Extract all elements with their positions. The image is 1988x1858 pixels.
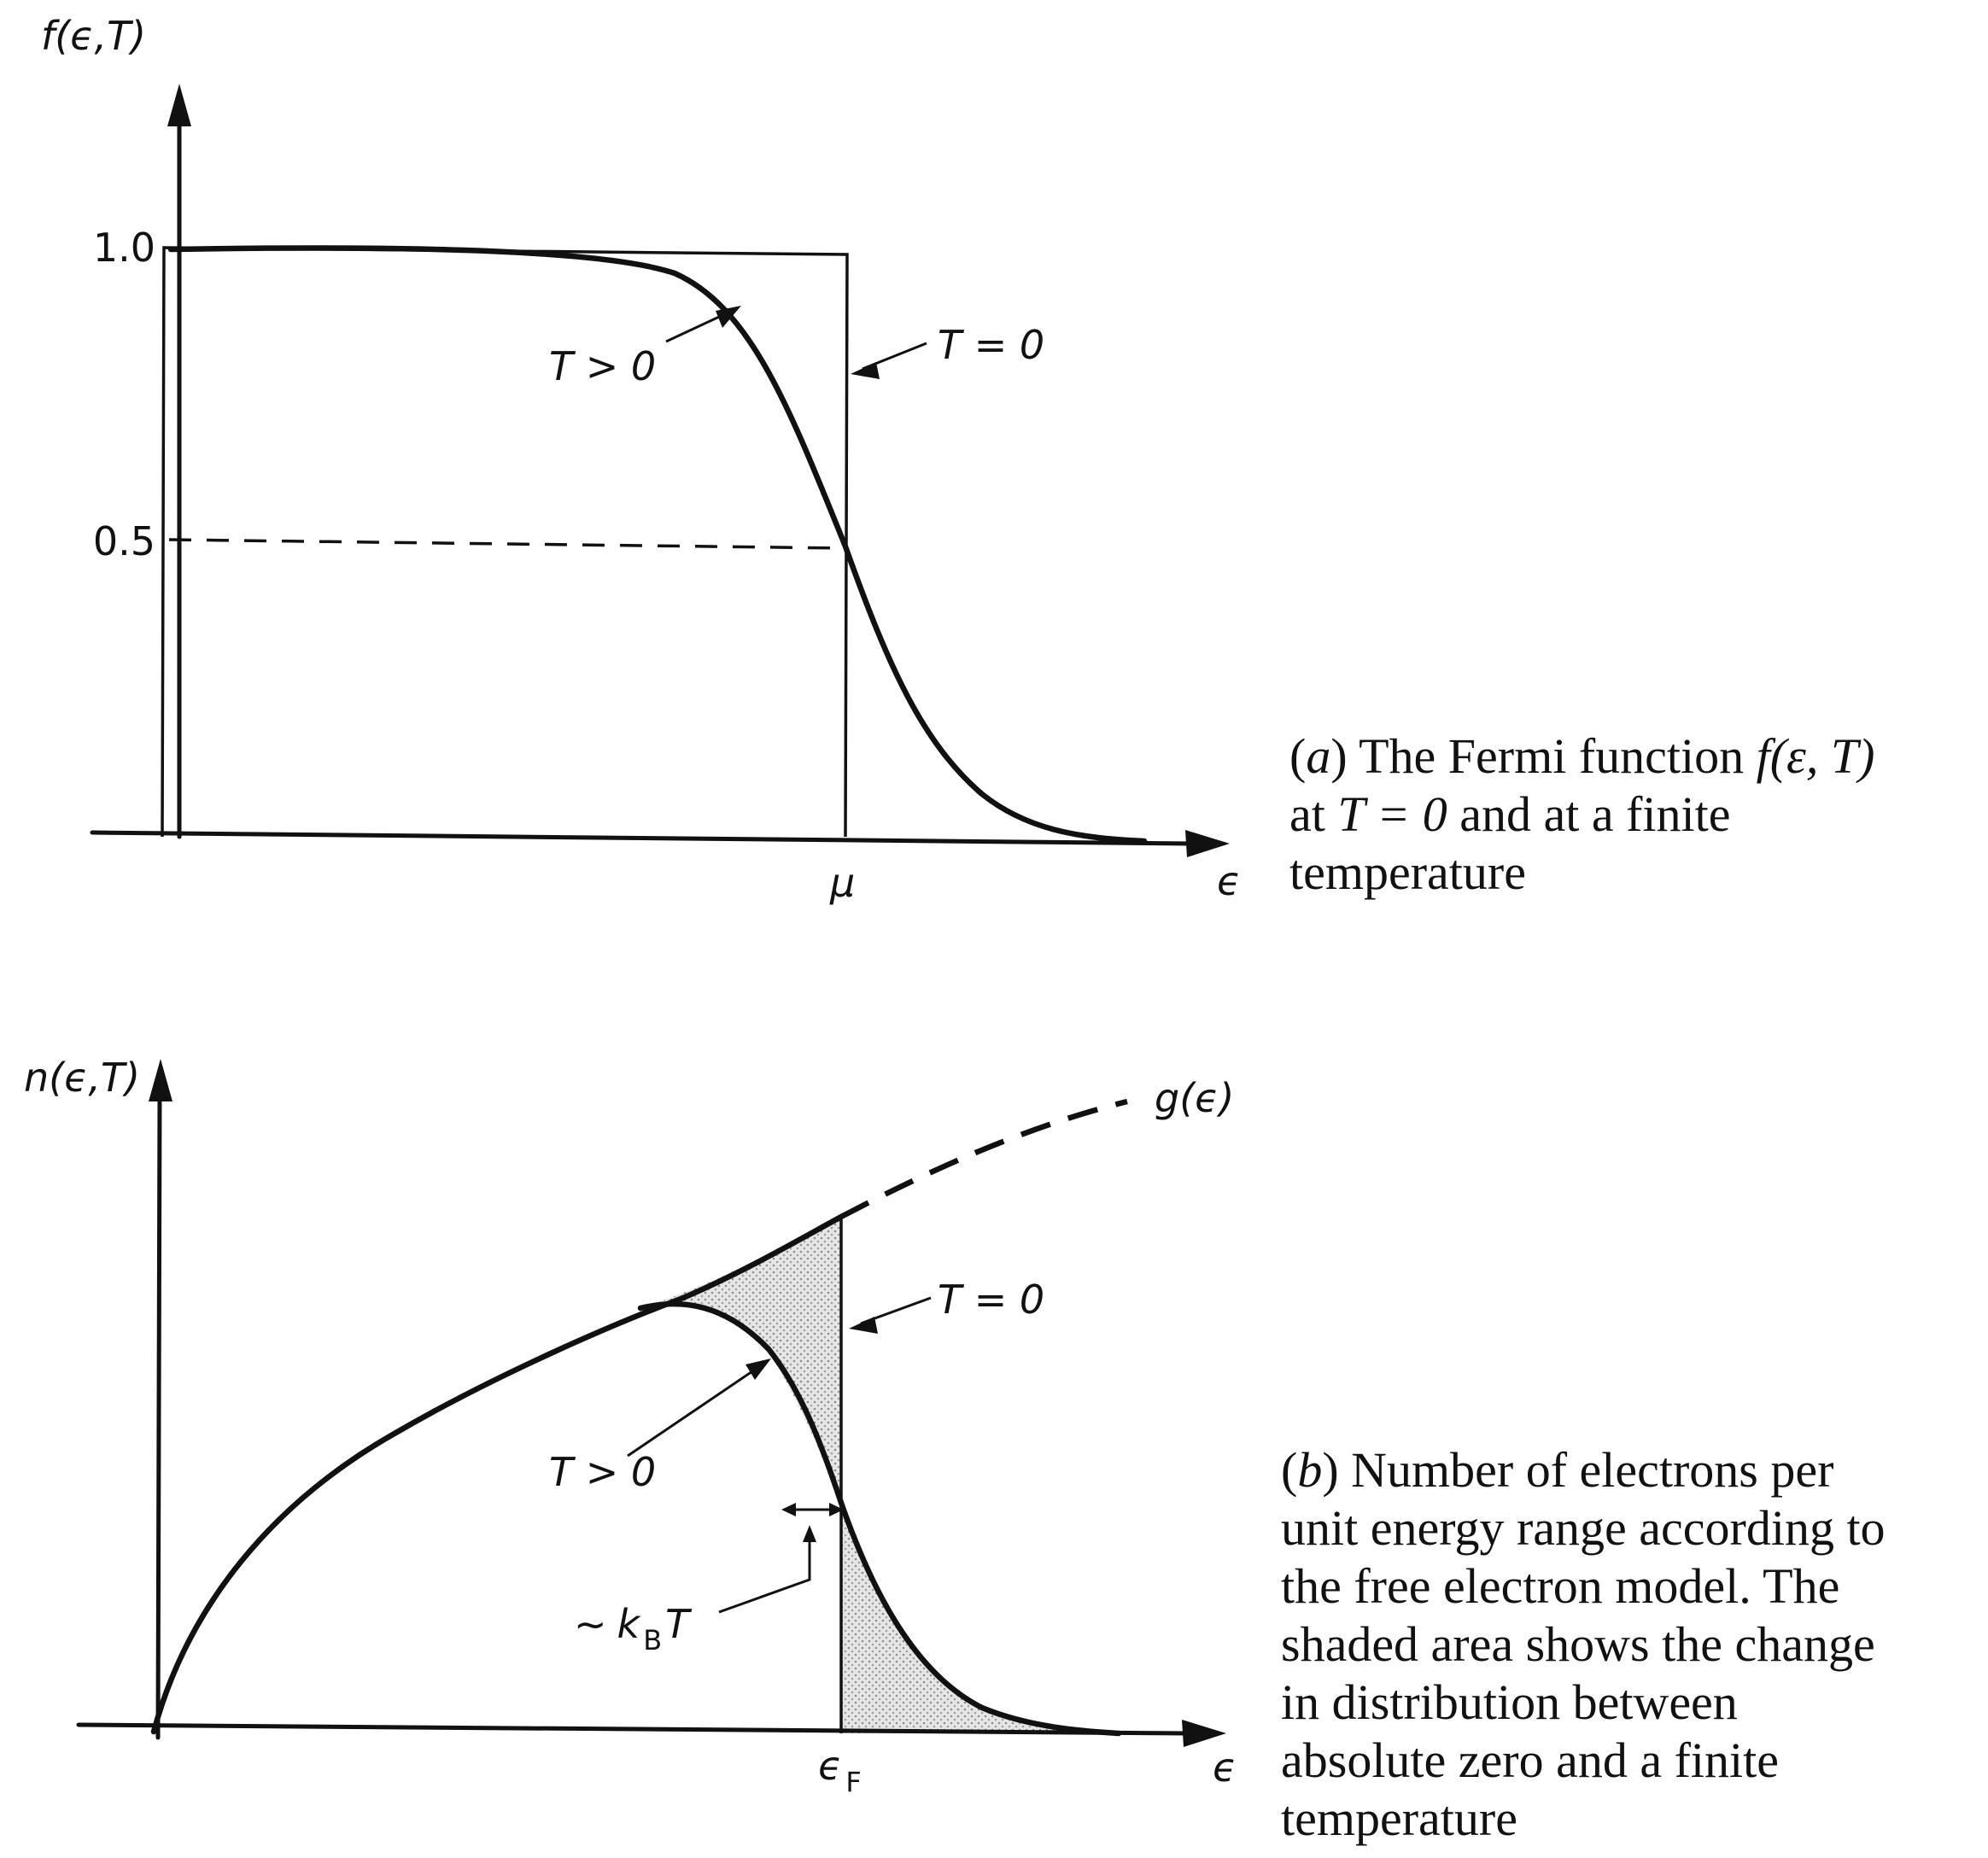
- arrow-t-finite-b-icon: [746, 1358, 771, 1380]
- panel-a-y-axis-label: f(ϵ,T): [41, 13, 146, 59]
- density-of-states-curve: [150, 1213, 845, 1735]
- kbt-k: k: [617, 1601, 642, 1647]
- caption-b: (b) Number of electrons per unit energy …: [1281, 1441, 1886, 1848]
- label-t-zero-a: T = 0: [938, 322, 1044, 368]
- arrow-kbt-icon: [803, 1525, 816, 1542]
- caption-a-func: f(ε, T): [1756, 728, 1875, 784]
- panel-b-electron-distribution: n(ϵ,T) g(ϵ) T = 0 T > 0 ~ k B T ϵ F ϵ: [24, 1055, 1237, 1798]
- panel-a-x-axis-label: ϵ: [1217, 858, 1241, 904]
- label-t-finite-a: T > 0: [549, 343, 656, 389]
- y-tick-half: 0.5: [93, 518, 155, 564]
- shaded-region-excited: [841, 1503, 1119, 1733]
- shaded-region-depleted: [645, 1217, 841, 1503]
- caption-a-line-1: (a) The Fermi function f(ε, T): [1289, 728, 1875, 784]
- panel-a-fermi-function: 1.0 0.5 T > 0 T = 0 f(ϵ,T) μ ϵ: [41, 13, 1241, 906]
- x-tick-ef: ϵ F: [818, 1743, 862, 1798]
- label-t-finite-b: T > 0: [549, 1449, 656, 1495]
- panel-b-y-axis-label: n(ϵ,T): [24, 1055, 140, 1101]
- caption-b-line-3: the free electron model. The: [1281, 1558, 1840, 1614]
- panel-b-y-axis: [155, 1090, 162, 1740]
- occupation-curve-finite-t: [637, 1300, 1122, 1737]
- panel-b-x-arrowhead-icon: [1182, 1720, 1226, 1747]
- caption-b-line-2: unit energy range according to: [1281, 1500, 1886, 1556]
- x-tick-ef-symbol: ϵ: [818, 1743, 842, 1789]
- kbt-prefix: ~: [574, 1601, 607, 1647]
- kbt-right-arrow-icon: [829, 1503, 844, 1516]
- panel-b-x-axis: [76, 1722, 1190, 1736]
- caption-b-line-4: shaded area shows the change: [1281, 1616, 1875, 1672]
- arrow-t-zero-a-icon: [851, 362, 880, 379]
- half-level-dashed-line: [168, 538, 846, 550]
- leader-kbt: [718, 1537, 811, 1614]
- panel-b-x-axis-label: ϵ: [1213, 1744, 1237, 1791]
- kbt-left-arrow-icon: [781, 1503, 796, 1516]
- kbt-label: ~ k B T: [574, 1601, 693, 1656]
- panel-b-y-arrowhead-icon: [149, 1059, 172, 1101]
- y-tick-1: 1.0: [93, 225, 155, 271]
- caption-a-letter: a: [1306, 728, 1331, 784]
- caption-a-math: T = 0: [1337, 786, 1447, 842]
- arrow-t-zero-b-icon: [849, 1317, 878, 1334]
- caption-a-post: and at a finite: [1459, 786, 1731, 842]
- caption-b-text-1: Number of electrons per: [1351, 1442, 1834, 1498]
- caption-a-line-3: temperature: [1289, 844, 1526, 900]
- caption-b-line-7: temperature: [1281, 1791, 1517, 1846]
- caption-a: (a) The Fermi function f(ε, T) at T = 0 …: [1289, 727, 1874, 902]
- x-tick-mu: μ: [829, 860, 855, 906]
- caption-b-letter: b: [1297, 1442, 1323, 1498]
- panel-a-x-arrowhead-icon: [1185, 830, 1230, 857]
- caption-a-text-1: The Fermi function: [1359, 728, 1745, 784]
- caption-a-pre: at: [1289, 786, 1325, 842]
- kbt-t: T: [665, 1601, 693, 1647]
- panel-a-y-arrowhead-icon: [167, 84, 191, 126]
- caption-b-line-1: (b) Number of electrons per: [1281, 1442, 1834, 1498]
- kbt-sub: B: [643, 1624, 662, 1656]
- caption-b-line-5: in distribution between: [1281, 1674, 1738, 1730]
- caption-a-line-2: at T = 0 and at a finite: [1289, 786, 1874, 844]
- fermi-curve-finite-t: [167, 245, 1148, 844]
- label-t-zero-b: T = 0: [938, 1277, 1044, 1323]
- g-label: g(ϵ): [1155, 1075, 1234, 1121]
- x-tick-ef-sub: F: [845, 1766, 861, 1798]
- panel-a-x-axis: [90, 830, 1194, 846]
- leader-t-finite-b: [627, 1364, 761, 1458]
- density-of-states-dashed: [839, 1098, 1128, 1219]
- caption-b-line-6: absolute zero and a finite: [1281, 1732, 1779, 1788]
- arrow-t-finite-a-icon: [716, 306, 741, 328]
